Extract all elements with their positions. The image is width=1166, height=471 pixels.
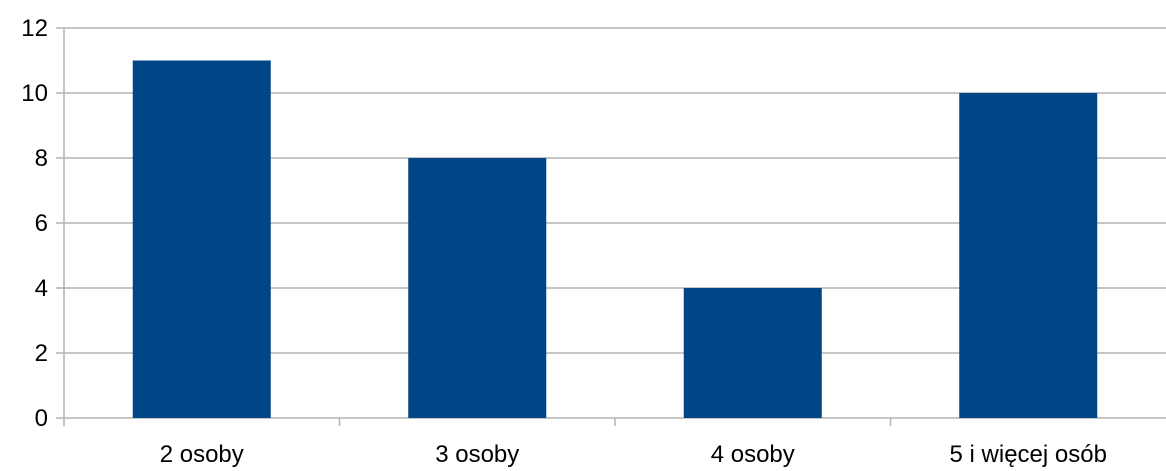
y-tick-label: 2 xyxy=(35,340,48,367)
y-tick-label: 4 xyxy=(35,275,48,302)
axes xyxy=(56,27,892,426)
x-tick-label: 4 osoby xyxy=(711,441,795,468)
y-tick-label: 10 xyxy=(21,80,48,107)
bar-2 xyxy=(408,158,547,418)
x-tick-label: 5 i więcej osób xyxy=(950,441,1107,468)
y-tick-labels: 0 2 4 6 8 10 12 xyxy=(21,15,48,432)
x-tick-labels: 2 osoby 3 osoby 4 osoby 5 i więcej osób xyxy=(160,441,1107,468)
bars xyxy=(132,60,1098,418)
y-tick-label: 8 xyxy=(35,145,48,172)
bar-1 xyxy=(132,60,271,418)
bar-4 xyxy=(959,93,1098,418)
x-tick-label: 2 osoby xyxy=(160,441,244,468)
y-tick-label: 12 xyxy=(21,15,48,42)
y-tick-label: 0 xyxy=(35,405,48,432)
y-tick-label: 6 xyxy=(35,210,48,237)
bar-3 xyxy=(683,288,822,418)
x-tick-label: 3 osoby xyxy=(435,441,519,468)
